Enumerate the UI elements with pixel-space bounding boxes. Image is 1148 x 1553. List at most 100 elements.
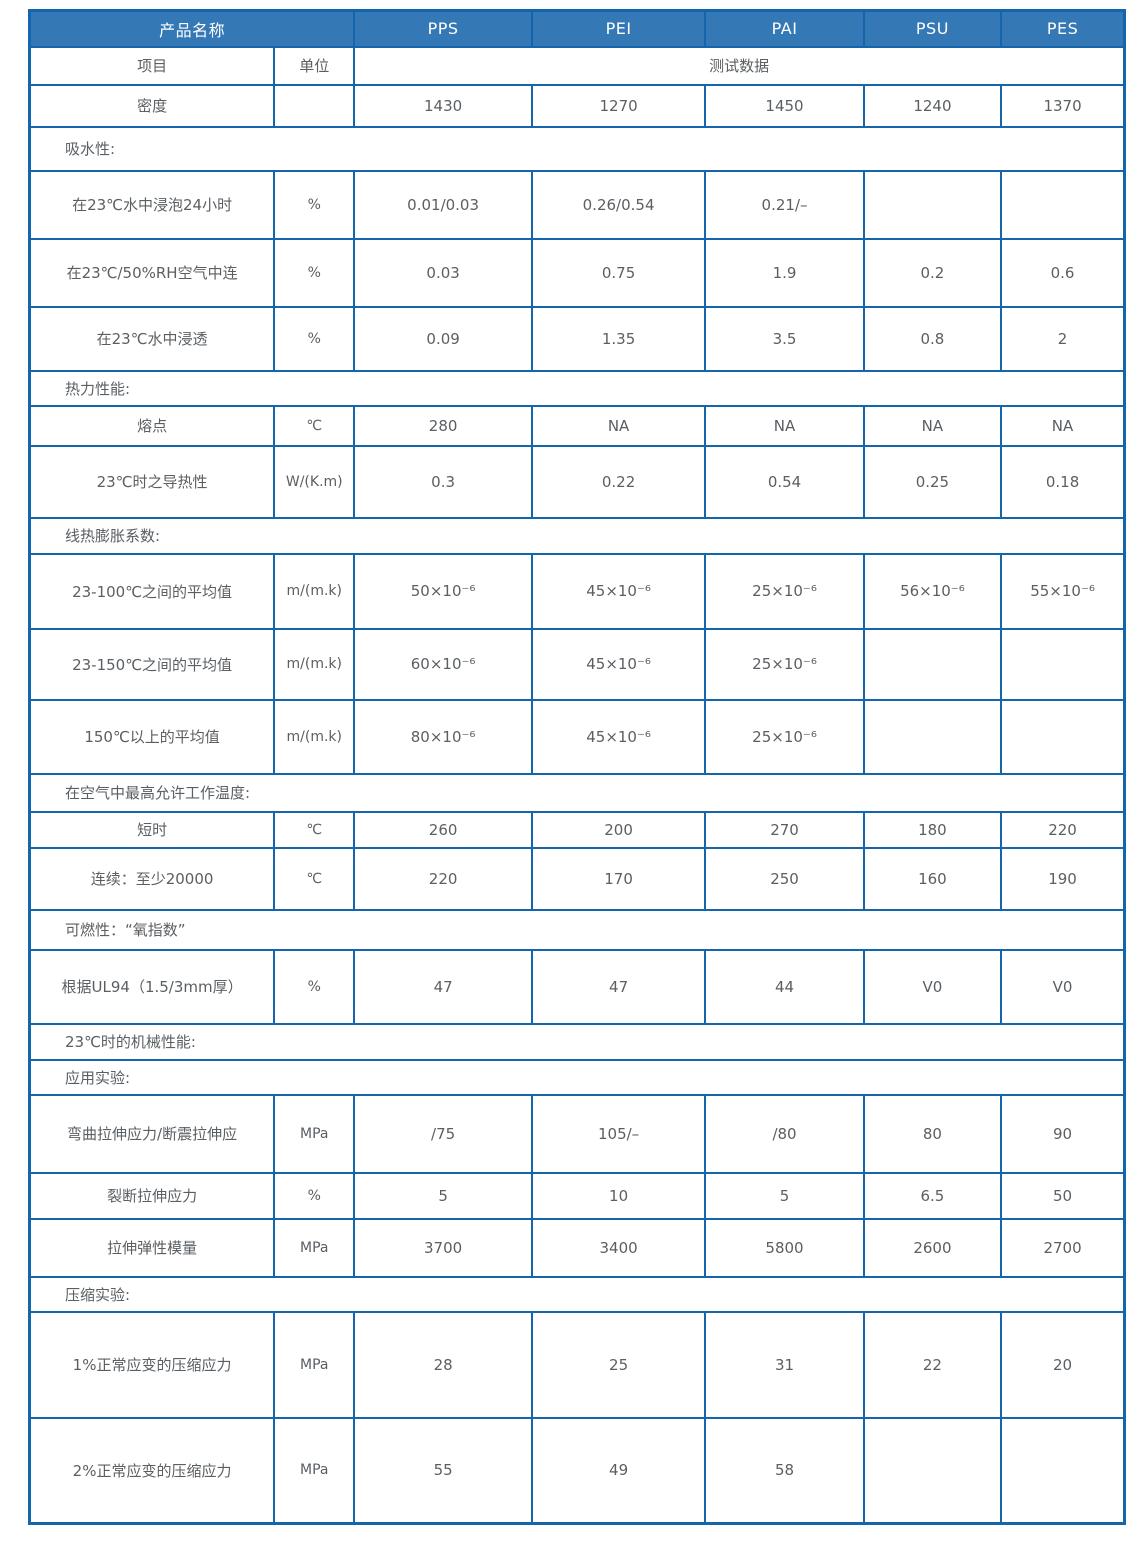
- table-row: 短时 ℃ 260 200 270 180 220: [28, 810, 1126, 849]
- value-cell: /80: [704, 1093, 865, 1174]
- value-cell: 2700: [1000, 1217, 1126, 1278]
- unit-label-header: 单位: [273, 45, 356, 86]
- value-cell: 0.6: [1000, 237, 1126, 308]
- row-label: 连续：至少20000: [28, 846, 276, 911]
- value-cell: 0.26/0.54: [530, 169, 707, 240]
- value-cell: 0.25: [862, 444, 1003, 519]
- value-cell: 22: [862, 1310, 1003, 1419]
- section-row: 在空气中最高允许工作温度:: [28, 772, 1126, 813]
- row-label: 23-100℃之间的平均值: [28, 552, 276, 630]
- value-cell: 0.75: [530, 237, 707, 308]
- section-label: 线热膨胀系数:: [28, 516, 1126, 555]
- value-cell: NA: [862, 404, 1003, 447]
- header-row: 产品名称 PPS PEI PAI PSU PES: [28, 9, 1126, 48]
- value-cell: [1000, 1416, 1126, 1525]
- value-cell: [1000, 698, 1126, 775]
- table-row: 连续：至少20000 ℃ 220 170 250 160 190: [28, 846, 1126, 911]
- value-cell: 0.01/0.03: [353, 169, 533, 240]
- value-cell: 56×10⁻⁶: [862, 552, 1003, 630]
- row-label: 在23℃水中浸透: [28, 305, 276, 372]
- unit-cell: ℃: [273, 846, 356, 911]
- value-cell: 190: [1000, 846, 1126, 911]
- value-cell: 180: [862, 810, 1003, 849]
- table-row: 150℃以上的平均值 m/(m.k) 80×10⁻⁶ 45×10⁻⁶ 25×10⁻⁶: [28, 698, 1126, 775]
- column-header-pps: PPS: [353, 9, 533, 48]
- value-cell: V0: [1000, 948, 1126, 1025]
- unit-cell: m/(m.k): [273, 698, 356, 775]
- value-cell: 2600: [862, 1217, 1003, 1278]
- unit-cell: MPa: [273, 1416, 356, 1525]
- value-cell: 49: [530, 1416, 707, 1525]
- section-label: 应用实验:: [28, 1058, 1126, 1096]
- value-cell: 45×10⁻⁶: [530, 552, 707, 630]
- section-label: 热力性能:: [28, 369, 1126, 407]
- value-cell: 200: [530, 810, 707, 849]
- value-cell: 50: [1000, 1171, 1126, 1220]
- subheader-row: 项目 单位 测试数据: [28, 45, 1126, 86]
- value-cell: 47: [353, 948, 533, 1025]
- value-cell: 1240: [862, 83, 1003, 128]
- value-cell: 25×10⁻⁶: [704, 698, 865, 775]
- value-cell: 45×10⁻⁶: [530, 698, 707, 775]
- value-cell: 10: [530, 1171, 707, 1220]
- value-cell: 28: [353, 1310, 533, 1419]
- value-cell: 80: [862, 1093, 1003, 1174]
- unit-cell: MPa: [273, 1310, 356, 1419]
- value-cell: 25×10⁻⁶: [704, 552, 865, 630]
- unit-cell: %: [273, 237, 356, 308]
- product-name-header: 产品名称: [28, 9, 356, 48]
- section-row: 23℃时的机械性能:: [28, 1022, 1126, 1061]
- row-label: 在23℃水中浸泡24小时: [28, 169, 276, 240]
- value-cell: 160: [862, 846, 1003, 911]
- row-label: 短时: [28, 810, 276, 849]
- table-row: 拉伸弹性模量 MPa 3700 3400 5800 2600 2700: [28, 1217, 1126, 1278]
- value-cell: 25: [530, 1310, 707, 1419]
- material-spec-table: 产品名称 PPS PEI PAI PSU PES 项目 单位 测试数据 密度 14…: [28, 9, 1126, 1525]
- row-label: 裂断拉伸应力: [28, 1171, 276, 1220]
- value-cell: 220: [1000, 810, 1126, 849]
- value-cell: 0.54: [704, 444, 865, 519]
- section-label: 23℃时的机械性能:: [28, 1022, 1126, 1061]
- row-label: 根据UL94（1.5/3mm厚）: [28, 948, 276, 1025]
- table-row: 弯曲拉伸应力/断震拉伸应 MPa/75 105/–/80 80 90: [28, 1093, 1126, 1174]
- value-cell: 3400: [530, 1217, 707, 1278]
- value-cell: 60×10⁻⁶: [353, 627, 533, 701]
- unit-cell: [273, 83, 356, 128]
- value-cell: 1370: [1000, 83, 1126, 128]
- table-row: 1%正常应变的压缩应力 MPa 28 25 31 22 20: [28, 1310, 1126, 1419]
- value-cell: NA: [1000, 404, 1126, 447]
- value-cell: 0.8: [862, 305, 1003, 372]
- value-cell: 31: [704, 1310, 865, 1419]
- value-cell: 170: [530, 846, 707, 911]
- value-cell: 1430: [353, 83, 533, 128]
- value-cell: 1.35: [530, 305, 707, 372]
- unit-cell: %: [273, 169, 356, 240]
- value-cell: 1270: [530, 83, 707, 128]
- table-row: 根据UL94（1.5/3mm厚）% 47 47 44 V0 V0: [28, 948, 1126, 1025]
- value-cell: [862, 1416, 1003, 1525]
- value-cell: 25×10⁻⁶: [704, 627, 865, 701]
- value-cell: 0.18: [1000, 444, 1126, 519]
- value-cell: [862, 698, 1003, 775]
- section-label: 吸水性:: [28, 125, 1126, 172]
- row-label: 在23℃/50%RH空气中连: [28, 237, 276, 308]
- item-label-header: 项目: [28, 45, 276, 86]
- section-row: 线热膨胀系数:: [28, 516, 1126, 555]
- value-cell: 2: [1000, 305, 1126, 372]
- value-cell: 44: [704, 948, 865, 1025]
- value-cell: 3700: [353, 1217, 533, 1278]
- row-label: 23-150℃之间的平均值: [28, 627, 276, 701]
- value-cell: 1.9: [704, 237, 865, 308]
- section-row: 热力性能:: [28, 369, 1126, 407]
- table-row: 2%正常应变的压缩应力 MPa 55 49 58: [28, 1416, 1126, 1525]
- table-body: 密度 1430 1270 1450 1240 1370 吸水性: 在23℃水中浸泡24小时% 0…: [28, 83, 1126, 1525]
- table-row: 裂断拉伸应力% 5 10 5 6.5 50: [28, 1171, 1126, 1220]
- test-data-header: 测试数据: [353, 45, 1126, 86]
- unit-cell: %: [273, 305, 356, 372]
- value-cell: [1000, 627, 1126, 701]
- column-header-psu: PSU: [862, 9, 1003, 48]
- table-row: 在23℃水中浸透% 0.09 1.35 3.5 0.8 2: [28, 305, 1126, 372]
- value-cell: 0.21/–: [704, 169, 865, 240]
- value-cell: 0.03: [353, 237, 533, 308]
- value-cell: 260: [353, 810, 533, 849]
